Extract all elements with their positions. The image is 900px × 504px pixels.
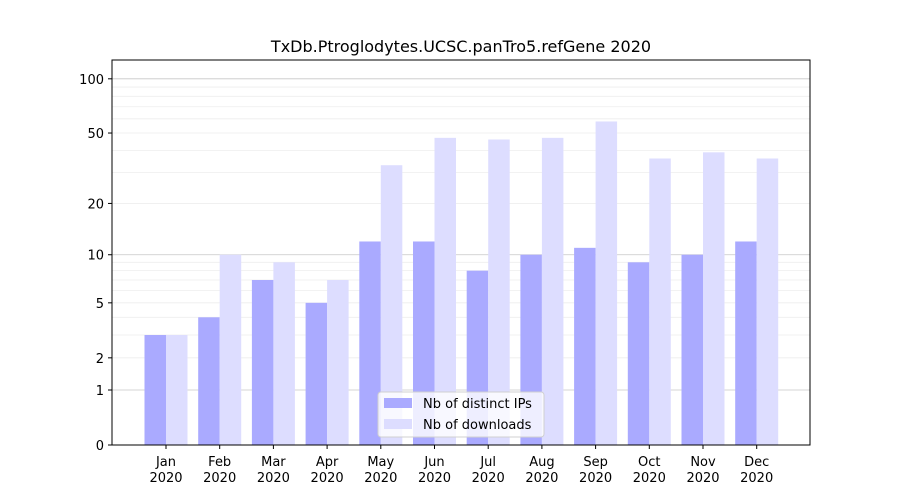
bar-downloads (541, 137, 564, 445)
x-tick-label-year: 2020 (525, 471, 558, 486)
y-tick-label: 5 (96, 297, 104, 312)
x-tick-label-year: 2020 (633, 471, 666, 486)
y-tick-label: 20 (87, 197, 104, 212)
x-tick-label: Sep (583, 455, 608, 470)
bar-distinct-ips (735, 241, 757, 445)
bar-distinct-ips (627, 262, 650, 445)
x-tick-label-year: 2020 (311, 471, 344, 486)
x-tick-label: May (367, 455, 394, 470)
x-tick-label: Apr (316, 455, 339, 470)
bar-downloads (756, 158, 779, 445)
bar-distinct-ips (198, 317, 220, 445)
bar-downloads (595, 121, 618, 446)
bar-downloads (703, 152, 725, 445)
bar-distinct-ips (251, 280, 274, 445)
x-tick-label-year: 2020 (149, 471, 182, 486)
x-tick-label: Nov (690, 455, 716, 470)
bar-downloads (166, 335, 188, 445)
x-tick-label-year: 2020 (364, 471, 397, 486)
bar-downloads (327, 280, 349, 445)
x-tick-label-year: 2020 (257, 471, 290, 486)
chart-title: TxDb.Ptroglodytes.UCSC.panTro5.refGene 2… (270, 37, 651, 56)
bar-downloads (380, 165, 403, 446)
bar-distinct-ips (574, 247, 596, 445)
y-tick-label: 1 (96, 384, 104, 399)
legend: Nb of distinct IPs Nb of downloads (377, 391, 545, 438)
x-tick-label: Jul (479, 455, 496, 470)
bar-distinct-ips (359, 241, 381, 445)
x-tick-label-year: 2020 (418, 471, 451, 486)
y-tick-label: 10 (87, 249, 104, 264)
y-tick-label: 50 (87, 127, 104, 142)
plot-frame (111, 59, 811, 446)
x-tick-label: Feb (208, 455, 231, 470)
bar-downloads (488, 139, 510, 445)
x-tick-label: Jan (155, 455, 176, 470)
bar-distinct-ips (305, 302, 328, 445)
x-tick-label-year: 2020 (203, 471, 236, 486)
bar-distinct-ips (681, 254, 703, 445)
legend-swatch (384, 398, 412, 408)
x-tick-label-year: 2020 (472, 471, 505, 486)
x-tick-label-year: 2020 (686, 471, 719, 486)
bar-distinct-ips (144, 335, 166, 445)
legend-label: Nb of distinct IPs (423, 397, 532, 412)
bar-downloads (434, 137, 456, 445)
bar-downloads (273, 262, 295, 445)
y-tick-label: 0 (96, 439, 104, 454)
x-tick-label: Jun (423, 455, 444, 470)
bar-downloads (219, 254, 242, 445)
x-tick-label: Oct (638, 455, 660, 470)
y-tick-label: 2 (96, 352, 104, 367)
x-tick-label: Dec (744, 455, 769, 470)
legend-box (377, 391, 545, 438)
x-tick-label-year: 2020 (579, 471, 612, 486)
bar-downloads (649, 158, 671, 445)
legend-label: Nb of downloads (423, 418, 532, 433)
x-tick-label: Mar (261, 455, 286, 470)
y-tick-label: 100 (79, 73, 104, 88)
x-tick-label-year: 2020 (740, 471, 773, 486)
x-tick-label: Aug (529, 455, 554, 470)
legend-swatch (384, 419, 412, 429)
